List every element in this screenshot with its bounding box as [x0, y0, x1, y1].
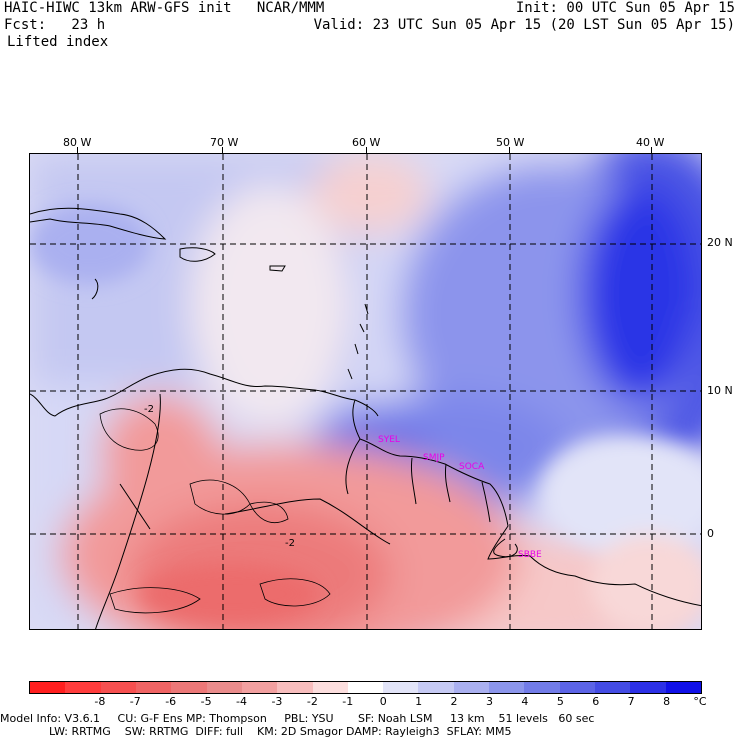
colorbar-cell [347, 682, 384, 693]
colorbar-cell [665, 682, 701, 693]
map-panel: -2 -2 SYEL SMJP SOCA SBBE [29, 153, 702, 630]
model-title: HAIC-HIWC 13km ARW-GFS init NCAR/MMM [4, 0, 325, 16]
contour-lines [99, 408, 331, 614]
colorbar-cell [630, 682, 666, 693]
contour-label: -2 [144, 404, 154, 415]
colorbar-label: -7 [129, 695, 141, 708]
colorbar-label: 8 [663, 695, 671, 708]
lon-label: 70 W [210, 136, 239, 149]
colorbar-label: 5 [556, 695, 564, 708]
station-label: SYEL [378, 435, 400, 445]
lon-tick [509, 147, 510, 153]
lon-tick [222, 147, 223, 153]
colorbar-cell [65, 682, 101, 693]
lon-label: 80 W [63, 136, 92, 149]
lon-label: 60 W [352, 136, 381, 149]
lat-label: 20 N [707, 236, 733, 249]
colorbar-cell [453, 682, 490, 693]
colorbar [29, 681, 702, 694]
colorbar-cell [524, 682, 560, 693]
lat-label: 10 N [707, 384, 733, 397]
colorbar-cell [559, 682, 595, 693]
map-svg: -2 -2 SYEL SMJP SOCA SBBE [30, 154, 701, 629]
lon-tick [651, 147, 652, 153]
colorbar-label: 6 [592, 695, 600, 708]
colorbar-label: -8 [94, 695, 106, 708]
colorbar-cell [206, 682, 242, 693]
graticule [30, 154, 701, 629]
colorbar-label: -1 [342, 695, 354, 708]
lon-tick [77, 147, 78, 153]
colorbar-cell [277, 682, 313, 693]
station-label: SMJP [423, 453, 445, 463]
lat-label: 0 [707, 527, 714, 540]
colorbar-cell [418, 682, 454, 693]
colorbar-cell [30, 682, 66, 693]
field-detail [30, 204, 701, 629]
colorbar-label: -5 [200, 695, 212, 708]
forecast-hour: Fcst: 23 h [4, 17, 106, 33]
colorbar-cell [171, 682, 207, 693]
lon-label: 50 W [496, 136, 525, 149]
lon-tick [366, 147, 367, 153]
valid-time: Valid: 23 UTC Sun 05 Apr 15 (20 LST Sun … [313, 17, 735, 33]
colorbar-cell [241, 682, 278, 693]
station-label: SBBE [518, 550, 542, 560]
colorbar-label: 0 [379, 695, 387, 708]
init-time: Init: 00 UTC Sun 05 Apr 15 [515, 0, 735, 16]
station-label: SOCA [459, 462, 485, 472]
field-name: Lifted index [7, 34, 109, 50]
colorbar-cell [383, 682, 419, 693]
lon-label: 40 W [636, 136, 665, 149]
colorbar-label: -6 [165, 695, 177, 708]
colorbar-cell [595, 682, 631, 693]
colorbar-cell [100, 682, 136, 693]
colorbar-label: -2 [306, 695, 318, 708]
footer-model-info: Model Info: V3.6.1 CU: G-F Ens MP: Thomp… [0, 712, 595, 725]
colorbar-label: 7 [627, 695, 635, 708]
colorbar-label: -3 [271, 695, 283, 708]
colorbar-cell [312, 682, 348, 693]
colorbar-cell [489, 682, 525, 693]
colorbar-label: 2 [450, 695, 458, 708]
colorbar-cell [135, 682, 172, 693]
colorbar-unit: °C [693, 695, 707, 708]
footer-physics-info: LW: RRTMG SW: RRTMG DIFF: full KM: 2D Sm… [0, 725, 512, 738]
colorbar-label: 3 [485, 695, 493, 708]
colorbar-label: -4 [236, 695, 247, 708]
colorbar-label: 1 [415, 695, 423, 708]
coastlines [30, 207, 701, 629]
contour-label: -2 [285, 538, 295, 549]
colorbar-label: 4 [521, 695, 529, 708]
